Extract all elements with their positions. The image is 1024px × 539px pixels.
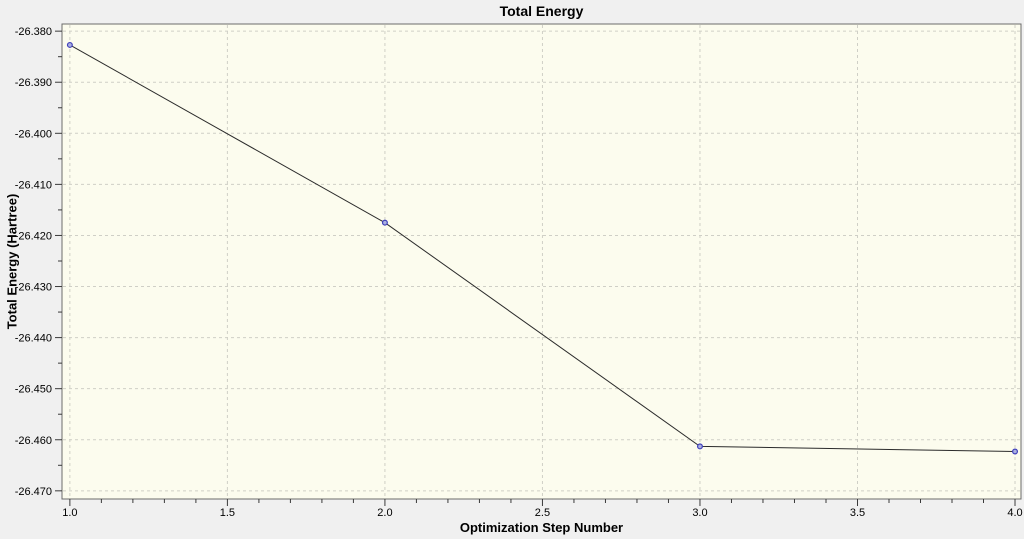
y-tick-label: -26.450 — [15, 384, 52, 396]
x-axis-label: Optimization Step Number — [459, 520, 624, 535]
data-point-marker — [696, 443, 703, 450]
chart-title: Total Energy — [499, 3, 584, 19]
data-point-marker — [1012, 448, 1019, 455]
x-tick-label: 4.0 — [1007, 507, 1022, 519]
y-tick-label: -26.380 — [15, 26, 52, 38]
y-axis-label-wrap: Total Energy (Hartree) — [0, 24, 25, 499]
x-tick-label: 1.5 — [220, 507, 235, 519]
data-point-marker — [381, 219, 388, 226]
x-tick-label: 3.0 — [692, 507, 707, 519]
plot-background — [62, 24, 1021, 499]
y-axis-label: Total Energy (Hartree) — [4, 193, 20, 330]
y-tick-label: -26.420 — [15, 230, 52, 242]
y-tick-label: -26.430 — [15, 282, 52, 294]
data-line — [69, 44, 1016, 452]
y-tick-label: -26.390 — [15, 77, 52, 89]
data-point-marker — [66, 41, 73, 48]
y-tick-label: -26.410 — [15, 179, 52, 191]
y-tick-label: -26.440 — [15, 333, 52, 345]
plot-border — [61, 23, 1022, 500]
x-tick-label: 3.5 — [850, 507, 865, 519]
y-tick-label: -26.460 — [15, 435, 52, 447]
x-tick-label: 2.0 — [377, 507, 392, 519]
y-tick-label: -26.470 — [15, 486, 52, 498]
y-tick-label: -26.400 — [15, 128, 52, 140]
x-tick-label: 1.0 — [62, 507, 77, 519]
x-tick-label: 2.5 — [535, 507, 550, 519]
